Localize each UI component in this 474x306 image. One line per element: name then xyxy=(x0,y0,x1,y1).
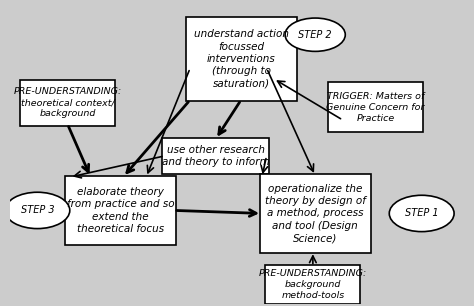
FancyBboxPatch shape xyxy=(185,17,297,101)
Text: PRE-UNDERSTANDING:
theoretical context/
background: PRE-UNDERSTANDING: theoretical context/ … xyxy=(13,87,122,118)
FancyBboxPatch shape xyxy=(328,82,423,132)
Ellipse shape xyxy=(389,195,454,232)
Text: STEP 1: STEP 1 xyxy=(405,208,438,218)
Ellipse shape xyxy=(5,192,70,229)
Text: elaborate theory
from practice and so
extend the
theoretical focus: elaborate theory from practice and so ex… xyxy=(67,187,174,234)
Text: use other research
and theory to inform: use other research and theory to inform xyxy=(162,145,269,167)
Text: operationalize the
theory by design of
a method, process
and tool (Design
Scienc: operationalize the theory by design of a… xyxy=(265,184,365,243)
FancyBboxPatch shape xyxy=(163,138,269,174)
Text: STEP 2: STEP 2 xyxy=(298,30,332,40)
FancyBboxPatch shape xyxy=(260,174,371,253)
Text: TRIGGER: Matters of
Genuine Concern for
Practice: TRIGGER: Matters of Genuine Concern for … xyxy=(326,92,425,123)
FancyBboxPatch shape xyxy=(65,176,176,245)
Text: STEP 3: STEP 3 xyxy=(20,205,54,215)
FancyBboxPatch shape xyxy=(20,80,115,125)
Text: understand action
focussed
interventions
(through to
saturation): understand action focussed interventions… xyxy=(193,29,289,89)
FancyBboxPatch shape xyxy=(265,265,360,304)
Ellipse shape xyxy=(285,18,345,51)
Text: PRE-UNDERSTANDING:
background
method-tools: PRE-UNDERSTANDING: background method-too… xyxy=(259,269,367,300)
